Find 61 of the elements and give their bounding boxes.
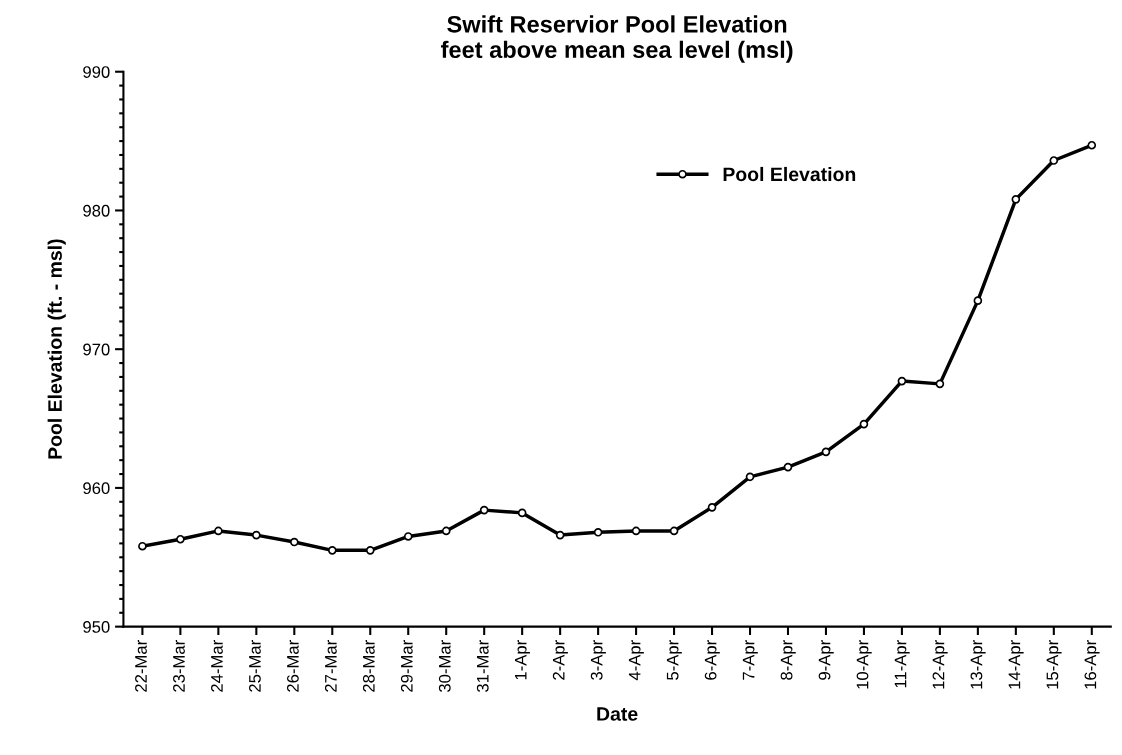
point — [290, 537, 299, 547]
point — [214, 526, 223, 536]
point — [935, 379, 945, 389]
point — [821, 447, 831, 457]
x-tick-label: 25-Mar — [249, 640, 261, 692]
point — [783, 462, 793, 472]
legend-label: Pool Elevation — [723, 166, 856, 182]
x-tick-label: 28-Mar — [362, 640, 375, 692]
y-tick-label: 980 — [83, 204, 110, 217]
y-tick-label: 990 — [83, 66, 110, 78]
x-tick-label: 9-Apr — [818, 640, 834, 680]
x-tick-label: 22-Mar — [135, 640, 147, 692]
point — [859, 419, 869, 429]
point — [897, 376, 907, 386]
point — [593, 528, 603, 537]
chart-title: Swift Reservior Pool Elevation feet above mean sea level (msl) — [441, 15, 793, 63]
point — [479, 505, 489, 515]
point — [365, 546, 375, 555]
x-tick-label: 27-Mar — [324, 640, 337, 692]
y-tick-label: 970 — [83, 343, 110, 356]
point — [403, 532, 413, 541]
x-tick-label: 14-Apr — [1008, 640, 1024, 689]
point — [707, 503, 717, 512]
x-tick-label: 30-Mar — [438, 640, 451, 692]
point — [555, 530, 565, 540]
x-tick-label: 1-Apr — [515, 640, 530, 680]
point — [973, 296, 983, 305]
point — [327, 546, 337, 555]
y-tick-label: 950 — [83, 621, 110, 633]
x-tick-label: 6-Apr — [704, 640, 720, 680]
point — [252, 530, 261, 540]
x-tick-label: 10-Apr — [856, 640, 872, 689]
point — [745, 472, 755, 482]
point — [517, 508, 527, 518]
point — [1049, 156, 1059, 165]
point — [138, 541, 147, 551]
x-tick-label: 8-Apr — [780, 640, 796, 680]
x-tick-label: 13-Apr — [970, 640, 986, 689]
x-tick-label: 23-Mar — [173, 640, 185, 692]
y-tick-label: 960 — [83, 482, 110, 495]
x-tick-label: 2-Apr — [552, 640, 568, 680]
point — [1011, 195, 1021, 204]
point — [441, 526, 451, 536]
x-tick-label: 24-Mar — [211, 640, 223, 692]
point — [176, 534, 185, 544]
point — [631, 526, 641, 536]
x-tick-label: 29-Mar — [400, 640, 413, 692]
x-tick-label: 31-Mar — [476, 640, 489, 692]
x-tick-label: 16-Apr — [1084, 640, 1100, 689]
point — [1087, 140, 1097, 150]
x-tick-label: 12-Apr — [932, 640, 948, 689]
x-tick-label: 5-Apr — [666, 640, 682, 680]
x-tick-label: 26-Mar — [286, 640, 299, 692]
x-tick-label: 3-Apr — [590, 640, 606, 680]
x-tick-label: 11-Apr — [894, 640, 910, 688]
x-tick-label: 4-Apr — [628, 640, 644, 681]
point — [669, 526, 679, 536]
x-tick-label: 7-Apr — [742, 640, 758, 680]
y-axis-title: Pool Elevation (ft. - msl) — [47, 239, 66, 459]
x-tick-label: 15-Apr — [1046, 640, 1062, 689]
x-axis-title: Date — [597, 707, 638, 721]
